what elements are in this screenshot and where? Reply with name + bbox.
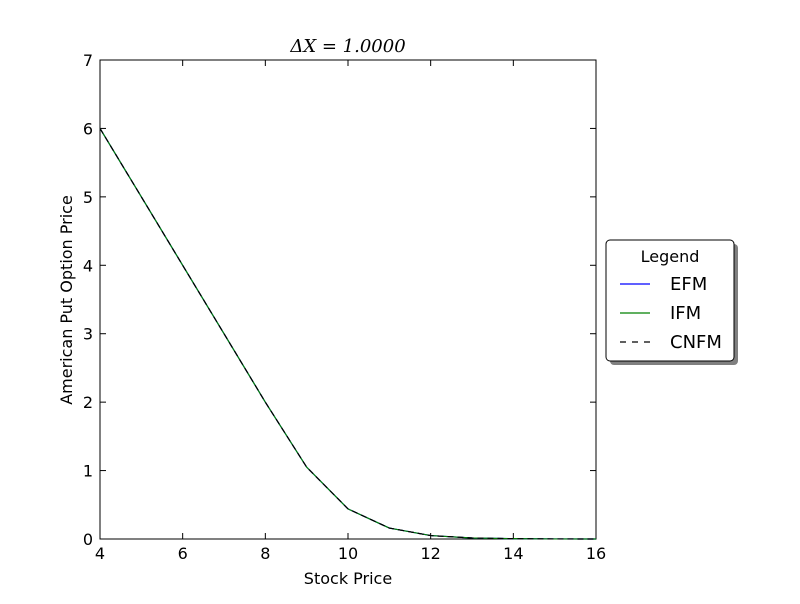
x-tick-label: 4	[95, 544, 105, 563]
legend-label-ifm: IFM	[670, 303, 701, 324]
series-line-cnfm	[99, 128, 597, 540]
x-tick-label: 12	[420, 544, 440, 563]
legend-box	[605, 239, 735, 362]
x-tick-label: 6	[178, 544, 188, 563]
legend-label-efm: EFM	[670, 274, 707, 295]
y-tick-label: 2	[83, 393, 93, 412]
y-tick-label: 5	[83, 188, 93, 207]
y-tick-label: 3	[83, 325, 93, 344]
x-tick-label: 8	[260, 544, 270, 563]
x-tick-label: 14	[503, 544, 523, 563]
legend: Legend EFM IFM CNFM	[605, 239, 738, 365]
plot-area	[99, 59, 597, 540]
y-tick-label: 7	[83, 51, 93, 70]
y-tick-label: 1	[83, 462, 93, 481]
x-tick-label: 10	[338, 544, 358, 563]
y-tick-label: 4	[83, 256, 93, 275]
legend-label-cnfm: CNFM	[670, 332, 722, 353]
y-tick-label: 6	[83, 119, 93, 138]
legend-title: Legend	[641, 247, 700, 266]
y-tick-label: 0	[83, 530, 93, 549]
y-axis-label: American Put Option Price	[57, 195, 76, 405]
x-tick-label: 16	[586, 544, 606, 563]
x-axis-label: Stock Price	[304, 569, 392, 588]
chart-title: ΔX = 1.0000	[289, 36, 405, 57]
